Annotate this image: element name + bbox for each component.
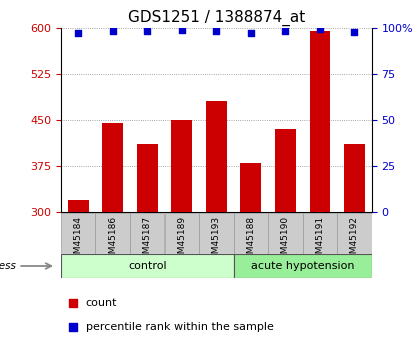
Point <box>351 29 358 35</box>
Title: GDS1251 / 1388874_at: GDS1251 / 1388874_at <box>128 10 305 26</box>
Point <box>70 325 77 330</box>
Bar <box>234 254 372 278</box>
Point <box>75 30 81 36</box>
Bar <box>206 101 227 212</box>
Point <box>144 29 151 34</box>
Text: GSM45186: GSM45186 <box>108 216 117 265</box>
Text: percentile rank within the sample: percentile rank within the sample <box>86 323 274 333</box>
Text: control: control <box>128 261 167 271</box>
Point <box>70 300 77 306</box>
Bar <box>171 120 192 212</box>
Bar <box>234 213 268 254</box>
Text: GSM45193: GSM45193 <box>212 216 221 265</box>
Text: acute hypotension: acute hypotension <box>251 261 354 271</box>
Bar <box>344 145 365 212</box>
Bar <box>199 213 234 254</box>
Text: stress: stress <box>0 260 17 270</box>
Text: GSM45187: GSM45187 <box>143 216 152 265</box>
Text: count: count <box>86 298 117 308</box>
Point <box>282 29 289 34</box>
Bar <box>241 163 261 212</box>
Point <box>213 29 220 34</box>
Point <box>247 30 254 36</box>
Bar <box>102 123 123 212</box>
Bar <box>68 200 89 212</box>
Bar <box>95 213 130 254</box>
Bar <box>61 213 95 254</box>
Bar <box>165 213 199 254</box>
Bar <box>130 213 165 254</box>
Point <box>317 27 323 32</box>
Bar <box>303 213 337 254</box>
Bar <box>137 145 158 212</box>
Text: GSM45189: GSM45189 <box>177 216 186 265</box>
Bar <box>61 254 234 278</box>
Point <box>109 29 116 34</box>
Bar <box>310 31 330 212</box>
Text: GSM45191: GSM45191 <box>315 216 324 265</box>
Text: GSM45184: GSM45184 <box>74 216 83 265</box>
Text: GSM45188: GSM45188 <box>247 216 255 265</box>
Bar <box>337 213 372 254</box>
Text: GSM45190: GSM45190 <box>281 216 290 265</box>
Bar <box>268 213 303 254</box>
Point <box>178 28 185 33</box>
Text: GSM45192: GSM45192 <box>350 216 359 265</box>
Bar <box>275 129 296 212</box>
